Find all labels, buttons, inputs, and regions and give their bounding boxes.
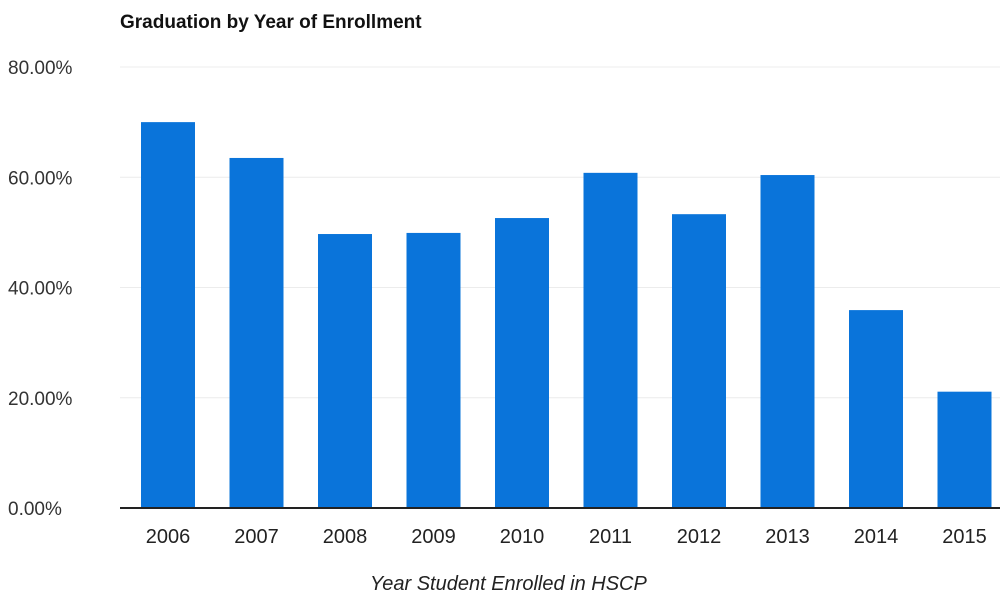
x-tick-label: 2007	[234, 526, 279, 548]
x-tick-label: 2011	[589, 526, 632, 548]
chart-title: Graduation by Year of Enrollment	[120, 12, 422, 33]
x-tick-label: 2010	[500, 526, 545, 548]
bar-2011	[583, 172, 638, 508]
x-tick-label: 2008	[323, 526, 368, 548]
bar-2007	[229, 157, 284, 509]
bar-2008	[318, 234, 372, 508]
bar-2012	[672, 214, 726, 508]
x-tick-label: 2012	[677, 526, 722, 548]
bar-2009	[406, 232, 461, 508]
x-tick-label: 2013	[765, 526, 810, 548]
bar-2010	[495, 218, 549, 509]
x-tick-label: 2014	[854, 526, 899, 548]
y-tick-label: 20.00%	[8, 389, 73, 410]
x-tick-label: 2015	[942, 526, 987, 548]
y-tick-label: 0.00%	[8, 499, 62, 520]
y-axis-ticks: 0.00% 20.00% 40.00% 60.00% 80.00%	[8, 58, 73, 520]
x-axis-ticks: 2006 2007 2008 2009 2010 2011 2012 2013 2014 2015	[146, 526, 987, 548]
x-tick-label: 2009	[411, 526, 456, 548]
bar-2013	[760, 175, 815, 509]
bar-2006	[141, 122, 195, 508]
bar-2014	[849, 310, 903, 508]
x-tick-label: 2006	[146, 526, 191, 548]
y-tick-label: 40.00%	[8, 279, 73, 300]
y-tick-label: 60.00%	[8, 168, 73, 189]
bars	[141, 122, 992, 509]
y-tick-label: 80.00%	[8, 58, 73, 79]
bar-2015	[937, 391, 992, 508]
x-axis-label: Year Student Enrolled in HSCP	[370, 573, 647, 595]
